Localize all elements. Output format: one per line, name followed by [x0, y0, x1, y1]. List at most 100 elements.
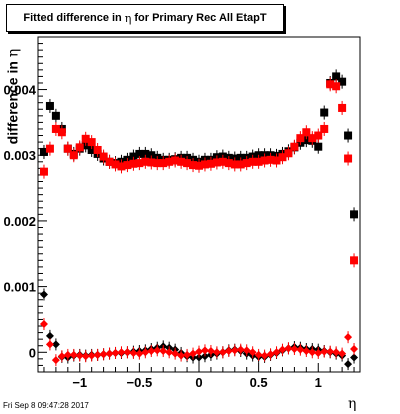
data-point-diamond	[123, 348, 132, 357]
data-point-diamond	[314, 348, 323, 357]
data-point-square	[212, 158, 221, 167]
data-point-diamond	[93, 350, 102, 359]
data-point-square	[284, 149, 293, 158]
data-point-square	[302, 136, 311, 145]
data-point-square	[338, 77, 347, 86]
data-point-square	[236, 160, 245, 169]
data-point-diamond	[135, 349, 144, 358]
data-point-square	[63, 144, 72, 153]
y-axis-label-text: difference in	[4, 61, 21, 145]
data-point-diamond	[260, 351, 269, 360]
data-point-square	[99, 152, 108, 161]
data-point-square	[39, 167, 48, 176]
data-point-square	[57, 128, 66, 137]
data-point-square	[254, 157, 263, 166]
data-point-diamond	[63, 350, 72, 359]
data-point-square	[39, 147, 48, 156]
data-point-diamond	[183, 350, 192, 359]
data-point-square	[45, 144, 54, 153]
data-point-square	[117, 162, 126, 171]
data-point-square	[153, 159, 162, 168]
data-point-square	[129, 159, 138, 168]
y-axis-label: difference in η	[5, 42, 22, 152]
data-point-square	[165, 157, 174, 166]
data-point-square	[135, 149, 144, 158]
x-tick-label: 0.5	[250, 375, 268, 390]
x-tick-label: −1	[72, 375, 87, 390]
data-point-square	[278, 153, 287, 162]
data-point-diamond	[39, 320, 48, 329]
data-point-square	[200, 160, 209, 169]
data-point-square	[332, 72, 341, 81]
data-point-diamond	[350, 345, 359, 354]
data-point-square	[87, 138, 96, 147]
data-point-square	[302, 128, 311, 137]
data-point-diamond	[326, 347, 335, 356]
title-eta-symbol: η	[124, 11, 132, 25]
data-point-diamond	[218, 348, 227, 357]
data-point-diamond	[87, 351, 96, 360]
data-point-square	[314, 131, 323, 140]
data-point-square	[266, 155, 275, 164]
data-point-square	[338, 103, 347, 112]
data-point-square	[260, 156, 269, 165]
data-point-diamond	[75, 351, 84, 360]
data-point-square	[224, 159, 233, 168]
data-point-square	[111, 160, 120, 169]
data-point-diamond	[248, 348, 257, 357]
data-point-square	[105, 157, 114, 166]
data-point-square	[195, 161, 203, 170]
data-point-square	[320, 124, 329, 133]
data-point-square	[189, 161, 198, 170]
timestamp: Fri Sep 8 09:47:28 2017	[3, 401, 89, 410]
frame	[37, 36, 361, 373]
data-point-diamond	[224, 346, 233, 355]
data-point-diamond	[254, 350, 263, 359]
data-point-square	[332, 82, 341, 91]
data-point-diamond	[230, 346, 239, 355]
data-point-diamond	[212, 348, 221, 357]
data-point-diamond	[105, 349, 114, 358]
data-point-square	[296, 134, 305, 143]
y-tick-label: 0.004	[3, 83, 36, 98]
data-point-diamond	[200, 346, 209, 355]
data-point-square	[183, 159, 192, 168]
data-point-diamond	[272, 348, 281, 357]
data-point-square	[51, 111, 60, 120]
x-tick-label: −0.5	[127, 375, 153, 390]
title-suffix: for Primary Rec All EtapT	[134, 12, 267, 24]
x-tick-label: 1	[315, 375, 322, 390]
data-point-diamond	[338, 349, 347, 358]
data-point-diamond	[344, 333, 353, 342]
data-point-square	[248, 157, 257, 166]
data-point-diamond	[350, 353, 359, 362]
data-marks	[39, 69, 359, 371]
data-point-diamond	[45, 331, 54, 340]
data-point-diamond	[51, 356, 60, 365]
data-point-diamond	[117, 348, 126, 357]
data-point-square	[206, 159, 215, 168]
data-point-diamond	[236, 345, 245, 354]
data-point-square	[147, 151, 156, 160]
data-point-square	[350, 256, 359, 265]
x-tick-label: 0	[195, 375, 202, 390]
data-point-diamond	[159, 346, 168, 355]
y-tick-label: 0.002	[3, 214, 36, 229]
data-point-square	[135, 159, 144, 168]
axis-tick-labels: −1 −0.5 0 0.5 1 0 0.001 0.002 0.003 0.004	[3, 83, 321, 390]
data-point-square	[344, 131, 353, 140]
data-point-square	[290, 142, 299, 151]
data-point-square	[326, 80, 335, 89]
data-point-square	[129, 152, 138, 161]
data-point-square	[177, 157, 186, 166]
data-point-square	[218, 157, 227, 166]
data-point-square	[272, 156, 281, 165]
data-point-diamond	[284, 344, 293, 353]
data-point-square	[159, 159, 168, 168]
data-point-diamond	[278, 345, 287, 354]
data-point-diamond	[81, 352, 90, 361]
data-point-diamond	[129, 348, 138, 357]
data-point-square	[141, 149, 150, 158]
data-point-square	[141, 157, 150, 166]
